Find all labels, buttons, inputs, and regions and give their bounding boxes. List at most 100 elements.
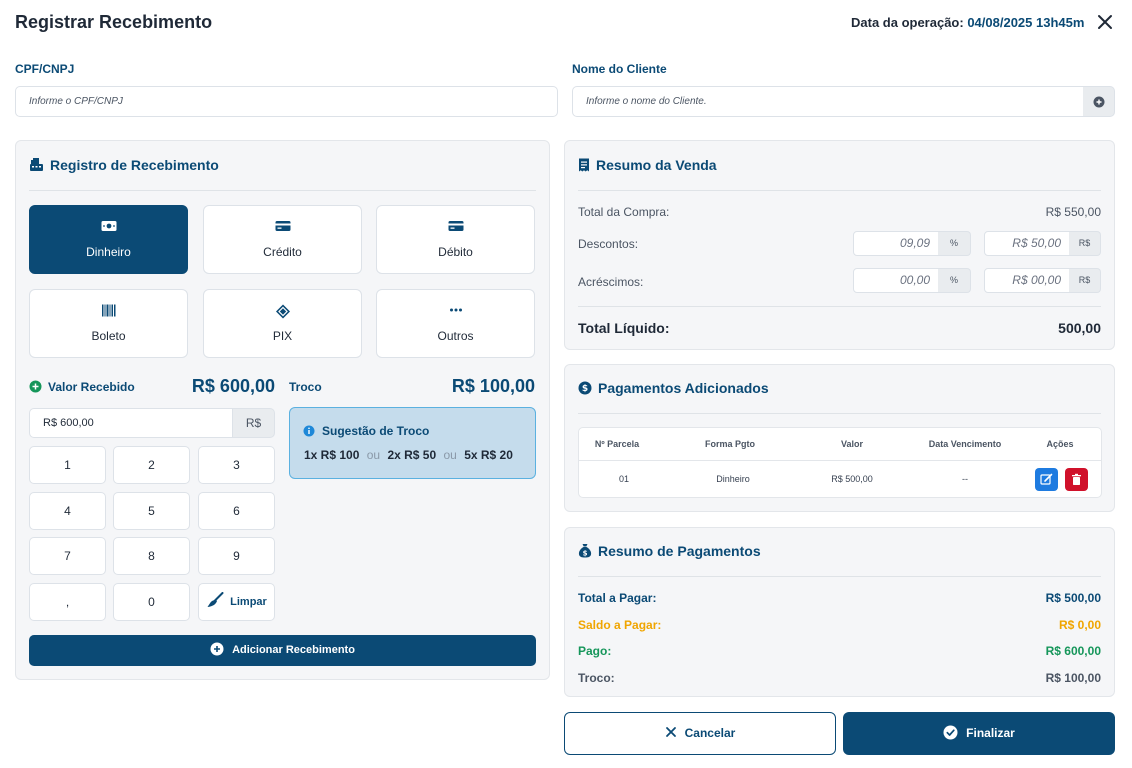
acrescimos-label: Acréscimos: <box>578 275 644 289</box>
key-6[interactable]: 6 <box>198 492 275 530</box>
cancel-button[interactable]: Cancelar <box>564 712 836 755</box>
cash-icon <box>101 221 116 231</box>
pagamentos-title: $ Pagamentos Adicionados <box>578 380 769 396</box>
method-label: Outros <box>437 329 474 343</box>
operation-date: Data da operação: 04/08/2025 13h45m <box>851 15 1084 30</box>
svg-text:$: $ <box>583 549 588 557</box>
sugestao-item: 2x R$ 50 <box>387 448 437 462</box>
key-1[interactable]: 1 <box>29 446 106 484</box>
cash-register-icon <box>30 158 43 171</box>
edit-button[interactable] <box>1035 468 1058 491</box>
cell-parcela: 01 <box>618 474 629 484</box>
clear-button[interactable]: Limpar <box>198 583 275 621</box>
cpf-label: CPF/CNPJ <box>15 62 75 76</box>
sugestao-sep: ou <box>443 448 457 462</box>
method-pix[interactable]: PIX <box>203 289 362 358</box>
method-label: Débito <box>438 245 473 259</box>
currency-addon: R$ <box>1069 231 1101 256</box>
close-icon <box>1098 15 1112 29</box>
sugestao-item: 1x R$ 100 <box>304 448 360 462</box>
total-liquido-label: Total Líquido: <box>578 320 670 336</box>
key-comma[interactable]: , <box>29 583 106 621</box>
finalize-button[interactable]: Finalizar <box>843 712 1115 755</box>
total-compra-value: R$ 550,00 <box>1045 205 1101 219</box>
cell-valor: R$ 500,00 <box>831 474 873 484</box>
close-icon <box>665 727 676 737</box>
close-button[interactable] <box>1094 11 1116 33</box>
valor-recebido-label: Valor Recebido <box>48 380 135 394</box>
info-icon <box>303 425 315 437</box>
cell-vencimento: -- <box>962 474 968 484</box>
modal-header: Registrar Recebimento Data da operação: … <box>0 0 1132 46</box>
svg-text:$: $ <box>582 384 588 394</box>
col-vencimento: Data Vencimento <box>928 439 1002 449</box>
plus-circle-icon <box>210 642 224 656</box>
total-pagar-value: R$ 500,00 <box>1045 591 1101 605</box>
saldo-pagar-value: R$ 0,00 <box>1058 618 1101 632</box>
pagamentos-divider <box>578 413 1101 414</box>
plus-circle-icon <box>1093 96 1105 108</box>
saldo-pagar-label: Saldo a Pagar: <box>578 618 662 632</box>
pagamentos-title-text: Pagamentos Adicionados <box>598 380 769 396</box>
resumo-pagamentos-panel <box>564 527 1115 697</box>
method-label: Boleto <box>91 329 126 343</box>
delete-button[interactable] <box>1065 468 1088 491</box>
registro-title: Registro de Recebimento <box>29 157 219 173</box>
add-receipt-button[interactable]: Adicionar Recebimento <box>29 635 536 666</box>
sugestao-item: 5x R$ 20 <box>464 448 513 462</box>
method-boleto[interactable]: Boleto <box>29 289 188 358</box>
key-0[interactable]: 0 <box>113 583 190 621</box>
sugestao-list: 1x R$ 100 ou 2x R$ 50 ou 5x R$ 20 <box>304 448 513 462</box>
add-receipt-label: Adicionar Recebimento <box>232 644 355 656</box>
percent-addon: % <box>938 231 971 256</box>
key-9[interactable]: 9 <box>198 537 275 575</box>
clear-label: Limpar <box>230 596 267 608</box>
method-credito[interactable]: Crédito <box>203 205 362 274</box>
col-acoes: Ações <box>1046 439 1074 449</box>
receipt-icon <box>579 158 589 172</box>
key-4[interactable]: 4 <box>29 492 106 530</box>
col-valor: Valor <box>840 439 863 449</box>
troco-amount: R$ 100,00 <box>451 376 535 396</box>
pagamentos-table: Nº Parcela Forma Pgto Valor Data Vencime… <box>578 427 1102 498</box>
plus-circle-icon <box>29 380 42 393</box>
cancel-label: Cancelar <box>684 726 736 740</box>
valor-recebido-amount: R$ 600,00 <box>191 376 275 396</box>
total-compra-label: Total da Compra: <box>578 205 670 219</box>
debit-card-icon <box>448 221 463 231</box>
descontos-value-input[interactable]: R$ 50,00 <box>984 231 1070 256</box>
resumo-pagamentos-divider <box>578 576 1101 577</box>
cliente-label: Nome do Cliente <box>572 62 667 76</box>
key-5[interactable]: 5 <box>113 492 190 530</box>
cpf-input[interactable]: Informe o CPF/CNPJ <box>15 86 558 117</box>
currency-addon: R$ <box>232 408 275 438</box>
acrescimos-percent-input[interactable]: 00,00 <box>853 268 939 293</box>
method-dinheiro[interactable]: Dinheiro <box>29 205 188 274</box>
acrescimos-value-input[interactable]: R$ 00,00 <box>984 268 1070 293</box>
pago-label: Pago: <box>578 644 612 658</box>
edit-icon <box>1040 473 1053 485</box>
cliente-input[interactable]: Informe o nome do Cliente. <box>572 86 1084 117</box>
method-debito[interactable]: Débito <box>376 205 535 274</box>
broom-icon <box>207 592 224 607</box>
key-2[interactable]: 2 <box>113 446 190 484</box>
resumo-pagamentos-title: $ Resumo de Pagamentos <box>578 543 761 559</box>
currency-addon: R$ <box>1069 268 1101 293</box>
descontos-percent-input[interactable]: 09,09 <box>853 231 939 256</box>
key-7[interactable]: 7 <box>29 537 106 575</box>
valor-recebido-input[interactable]: R$ 600,00 <box>29 408 233 438</box>
resumo-venda-divider <box>578 190 1101 191</box>
total-liquido-value: 500,00 <box>1058 320 1101 336</box>
key-8[interactable]: 8 <box>113 537 190 575</box>
money-bag-icon: $ <box>578 544 592 558</box>
col-parcela: Nº Parcela <box>594 439 640 449</box>
table-header-divider <box>579 460 1101 461</box>
method-outros[interactable]: Outros <box>376 289 535 358</box>
add-client-button[interactable] <box>1083 86 1115 117</box>
resumo-venda-title-text: Resumo da Venda <box>596 157 717 173</box>
operation-date-label: Data da operação: <box>851 15 964 30</box>
method-label: Dinheiro <box>86 245 131 259</box>
key-3[interactable]: 3 <box>198 446 275 484</box>
col-forma: Forma Pgto <box>704 439 755 449</box>
sugestao-title: Sugestão de Troco <box>322 424 430 438</box>
